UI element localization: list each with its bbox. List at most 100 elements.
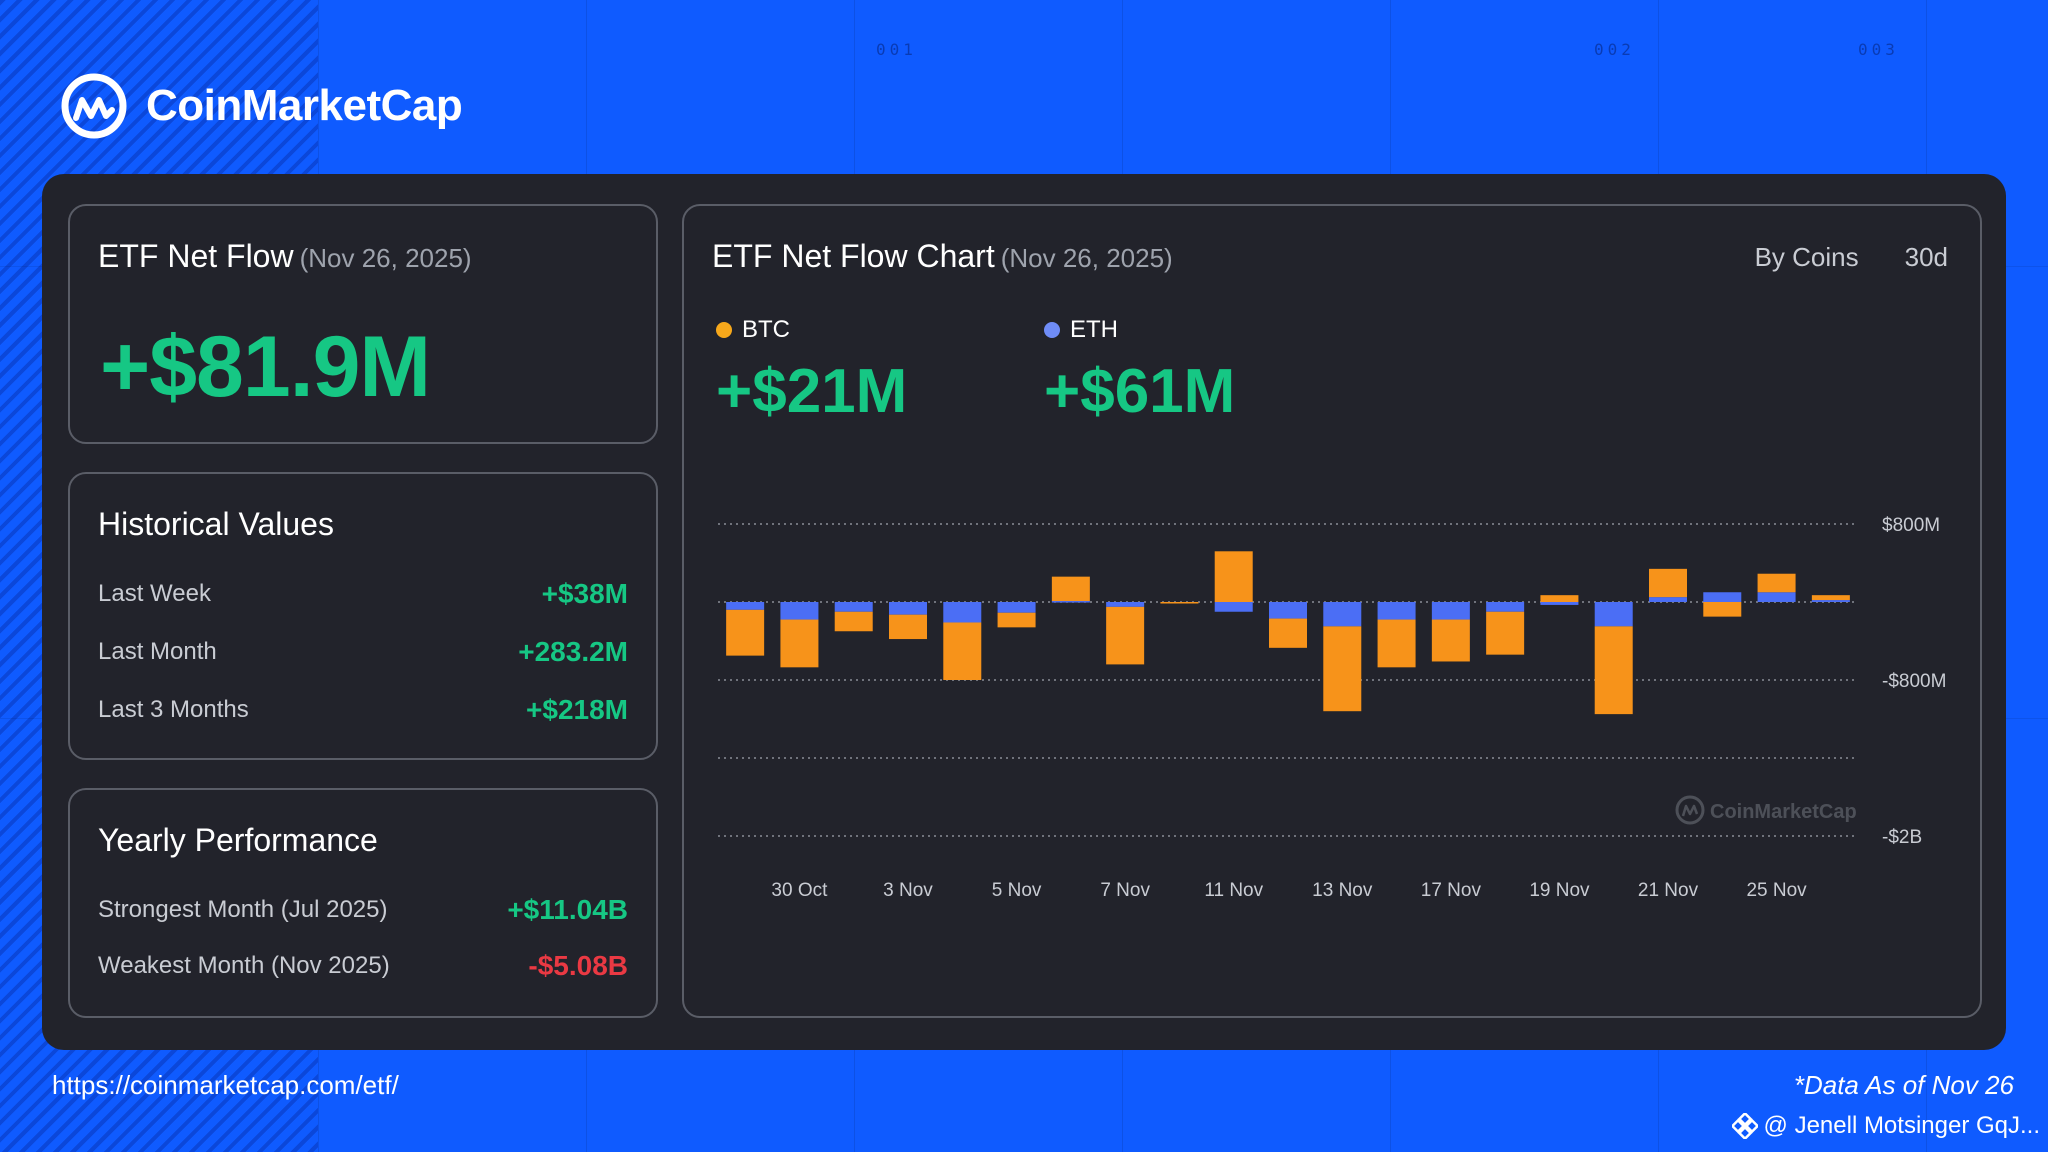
bar-eth [943, 602, 982, 623]
bar-btc [1703, 602, 1742, 617]
bar-eth [1757, 592, 1796, 602]
bar-eth [1649, 597, 1687, 602]
bar-eth [834, 602, 873, 612]
x-tick-label: 13 Nov [1312, 880, 1373, 901]
legend-btc: BTC [716, 316, 790, 344]
bar-btc [889, 614, 927, 640]
y-tick-label: -$2B [1882, 827, 1922, 848]
coinmarketcap-logo-icon [61, 73, 127, 139]
eth-dot-icon [1044, 322, 1060, 338]
historical-value: +$38M [541, 578, 628, 609]
background-label: 001 [876, 40, 917, 59]
tab-30d[interactable]: 30d [1904, 242, 1948, 272]
bar-eth [1106, 602, 1145, 607]
x-tick-label: 21 Nov [1638, 880, 1699, 901]
yearly-title: Yearly Performance [98, 822, 378, 858]
x-tick-label: 30 Oct [771, 880, 828, 901]
chart-tabs: By Coins 30d [1755, 242, 1948, 273]
bar-btc [1757, 573, 1796, 593]
yearly-label: Weakest Month (Nov 2025) [98, 952, 390, 979]
bar-btc [1377, 619, 1416, 668]
bar-eth [1486, 602, 1525, 612]
x-tick-label: 19 Nov [1529, 880, 1590, 901]
main-panel: ETF Net Flow (Nov 26, 2025) +$81.9M Histo… [42, 174, 2006, 1050]
bar-eth [1323, 602, 1362, 627]
bar-eth [1214, 602, 1253, 612]
yearly-row: Weakest Month (Nov 2025) -$5.08B [98, 950, 628, 982]
yearly-card: Yearly Performance Strongest Month (Jul … [68, 788, 658, 1018]
historical-card: Historical Values Last Week +$38M Last M… [68, 472, 658, 760]
etf-url[interactable]: https://coinmarketcap.com/etf/ [52, 1070, 399, 1100]
bar-eth [1431, 602, 1470, 620]
bar-btc [1051, 576, 1090, 602]
bar-eth [1703, 592, 1742, 602]
historical-row: Last 3 Months +$218M [98, 694, 628, 726]
bar-btc [1106, 606, 1145, 665]
historical-label: Last Month [98, 638, 217, 665]
bar-btc [997, 612, 1036, 628]
historical-value: +283.2M [518, 636, 628, 667]
bar-eth [1051, 601, 1090, 603]
bar-btc [1214, 551, 1253, 602]
data-as-of-note: *Data As of Nov 26 [1793, 1070, 2014, 1100]
x-tick-label: 5 Nov [992, 880, 1042, 901]
bar-eth [1594, 602, 1633, 627]
bar-btc [1811, 595, 1850, 601]
binance-icon [1731, 1113, 1758, 1139]
bar-eth [780, 602, 819, 620]
bar-btc [726, 609, 765, 656]
y-tick-label: -$800M [1882, 671, 1946, 692]
bar-eth [1811, 600, 1850, 602]
bar-eth [997, 602, 1036, 613]
netflow-value: +$81.9M [100, 319, 431, 415]
bar-eth [726, 602, 765, 610]
x-tick-label: 11 Nov [1204, 880, 1263, 901]
historical-row: Last Week +$38M [98, 578, 628, 610]
legend-eth-label: ETH [1070, 316, 1118, 343]
x-tick-label: 3 Nov [883, 880, 933, 901]
background-label: 002 [1594, 40, 1635, 59]
bar-btc [834, 611, 873, 632]
historical-row: Last Month +283.2M [98, 636, 628, 668]
chart-card: ETF Net Flow Chart (Nov 26, 2025) By Coin… [682, 204, 1982, 1018]
bar-btc [1540, 595, 1579, 602]
bar-btc [1486, 611, 1525, 655]
bar-eth [1269, 602, 1307, 619]
btc-total: +$21M [716, 357, 908, 426]
bar-btc [780, 619, 819, 668]
bar-eth [889, 602, 927, 615]
bar-eth [1377, 602, 1416, 620]
bar-btc [1269, 618, 1307, 648]
net-flow-chart: 30 Oct 3 Nov 5 Nov 7 Nov 11 Nov 13 Nov 17 Nov 1… [718, 515, 1946, 901]
watermark-text: CoinMarketCap [1710, 801, 1857, 823]
eth-total: +$61M [1044, 357, 1236, 426]
x-tick-label: 25 Nov [1746, 880, 1807, 901]
x-tick-label: 7 Nov [1100, 880, 1150, 901]
yearly-label: Strongest Month (Jul 2025) [98, 896, 388, 923]
y-tick-label: $800M [1882, 515, 1940, 536]
background-label: 003 [1858, 40, 1899, 59]
historical-label: Last 3 Months [98, 696, 249, 723]
netflow-card: ETF Net Flow (Nov 26, 2025) +$81.9M [68, 204, 658, 444]
legend-btc-label: BTC [742, 316, 790, 343]
yearly-value: -$5.08B [528, 950, 628, 981]
brand-name: CoinMarketCap [146, 81, 463, 130]
bar-btc [1431, 619, 1470, 662]
yearly-row: Strongest Month (Jul 2025) +$11.04B [98, 894, 628, 926]
bar-btc [1160, 602, 1199, 604]
chart-date: (Nov 26, 2025) [1000, 243, 1173, 273]
bar-btc [943, 622, 982, 680]
tab-by-coins[interactable]: By Coins [1754, 242, 1859, 272]
btc-dot-icon [716, 322, 732, 338]
x-tick-label: 17 Nov [1421, 880, 1482, 901]
netflow-title: ETF Net Flow (Nov 26, 2025) [98, 238, 472, 274]
legend-eth: ETH [1044, 316, 1118, 344]
chart-watermark: CoinMarketCap [1675, 795, 1857, 825]
historical-title: Historical Values [98, 506, 334, 542]
bar-btc [1649, 568, 1687, 598]
bar-eth [1540, 602, 1579, 605]
brand: CoinMarketCap [60, 72, 463, 140]
chart-title: ETF Net Flow Chart (Nov 26, 2025) [712, 238, 1173, 274]
bar-btc [1323, 626, 1362, 712]
author-handle: @ Jenell Motsinger GqJ... [1731, 1112, 2040, 1140]
